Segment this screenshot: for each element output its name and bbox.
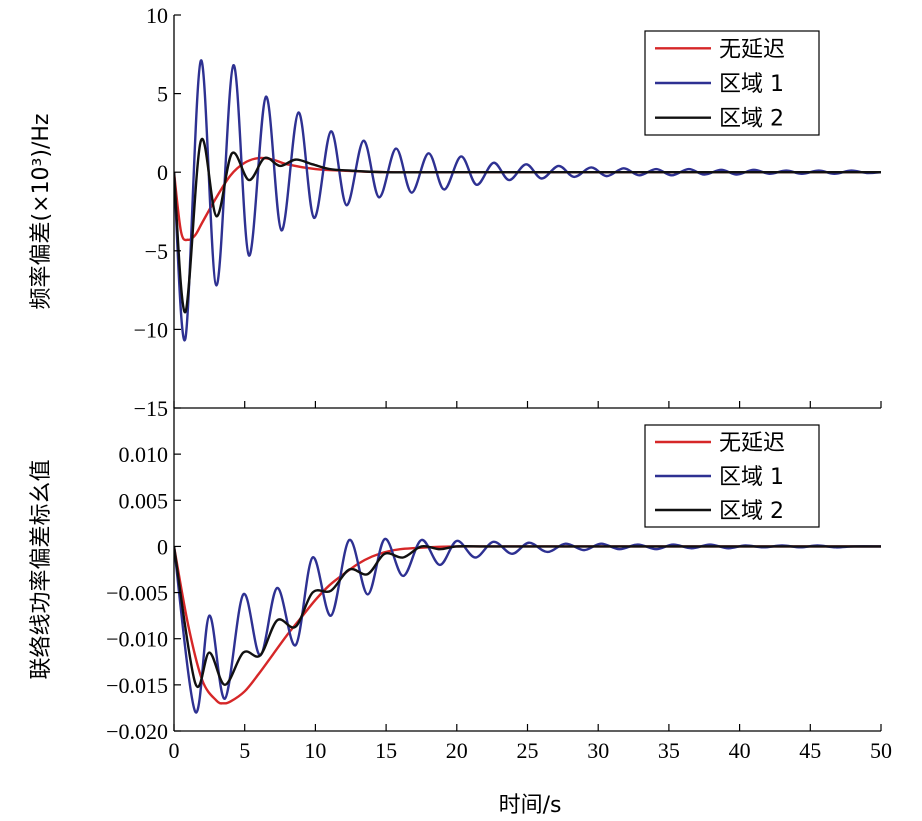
legend-label-0-2: 区域 2 (719, 107, 784, 132)
y-tick-label-1-4: −0.010 (106, 627, 168, 652)
x-tick-label-9: 45 (799, 738, 821, 763)
y-tick-label-1-6: −0.020 (106, 719, 168, 744)
x-tick-label-3: 15 (375, 738, 397, 763)
x-tick-label-2: 10 (304, 738, 326, 763)
y-tick-label-0-2: 0 (157, 160, 168, 185)
y-tick-label-0-0: 10 (146, 3, 168, 28)
series-line-1-1 (174, 537, 881, 714)
x-tick-label-0: 0 (169, 738, 180, 763)
y-tick-label-0-3: −5 (145, 239, 168, 264)
y-tick-label-1-2: 0 (157, 534, 168, 559)
y-tick-label-0-1: 5 (157, 82, 168, 107)
x-tick-label-4: 20 (446, 738, 468, 763)
y-tick-label-1-1: 0.005 (119, 488, 169, 513)
y-tick-label-1-3: −0.005 (106, 581, 168, 606)
y-tick-label-1-5: −0.015 (106, 673, 168, 698)
legend-label-1-1: 区域 1 (719, 465, 784, 490)
y-tick-label-1-0: 0.010 (119, 442, 169, 467)
x-tick-label-8: 40 (729, 738, 751, 763)
y-axis-label-1: 联络线功率偏差标幺值 (29, 459, 54, 679)
y-axis-label-0: 频率偏差(×10³)/Hz (29, 114, 54, 310)
x-tick-label-5: 25 (517, 738, 539, 763)
x-tick-label-1: 5 (239, 738, 250, 763)
y-tick-label-0-5: −15 (134, 396, 168, 421)
y-tick-label-0-4: −10 (134, 317, 168, 342)
x-tick-label-7: 35 (658, 738, 680, 763)
legend-label-0-0: 无延迟 (719, 37, 785, 62)
legend-label-0-1: 区域 1 (719, 72, 784, 97)
series-line-0-2 (174, 137, 881, 314)
x-tick-label-6: 30 (587, 738, 609, 763)
x-tick-label-10: 50 (870, 738, 892, 763)
x-axis-label: 时间/s (499, 793, 562, 818)
series-line-1-0 (174, 545, 881, 705)
series-line-1-2 (174, 544, 881, 688)
legend-label-1-2: 区域 2 (719, 499, 784, 524)
legend-label-1-0: 无延迟 (719, 431, 785, 456)
